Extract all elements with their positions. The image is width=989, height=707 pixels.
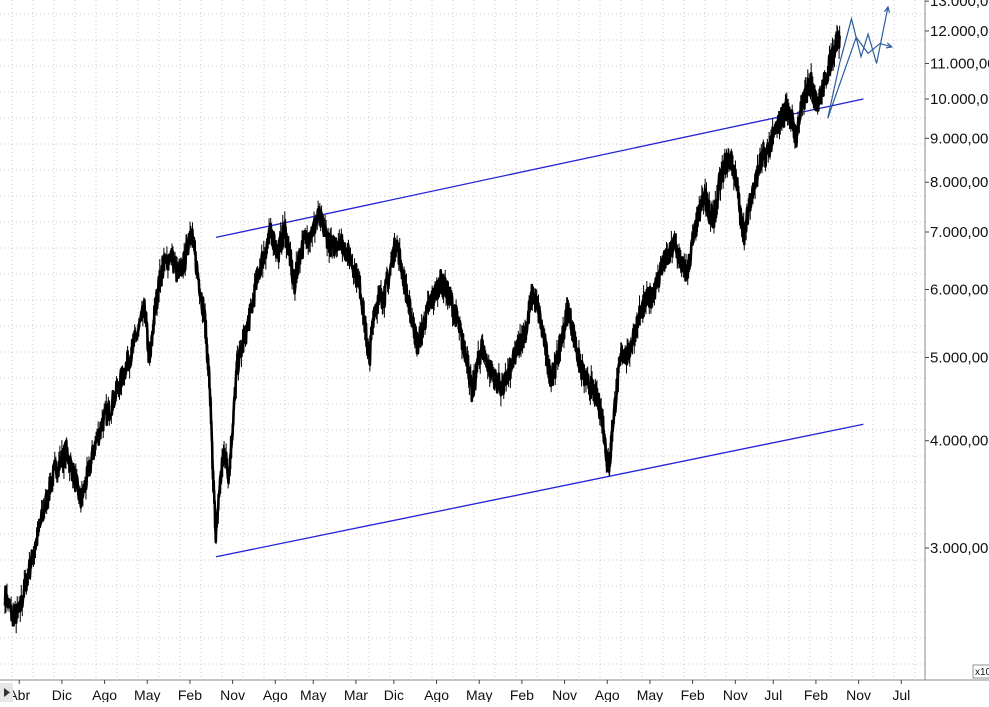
x-tick-label: Feb [681, 687, 705, 702]
x-tick-label: Ago [424, 687, 449, 702]
x-tick-label: May [637, 687, 663, 702]
forecast-projection [827, 5, 894, 119]
x-tick-label: Jul [764, 687, 782, 702]
x-tick-label: Nov [723, 687, 748, 702]
channel-line [215, 423, 864, 558]
x-tick-label: Nov [220, 687, 245, 702]
x-tick-label: Mar [344, 687, 368, 702]
channel-line [215, 98, 864, 239]
forecast-line [827, 6, 889, 119]
y-tick-label: 8.000,00 [930, 174, 988, 191]
x-tick-label: Ago [92, 687, 117, 702]
x-tick-label: Ago [263, 687, 288, 702]
channel-lines [215, 98, 864, 558]
price-line [3, 30, 841, 627]
y-tick-label: 9.000,00 [930, 130, 988, 147]
y-tick-label: 7.000,00 [930, 224, 988, 241]
scale-badge-box: x10 [972, 664, 989, 679]
x-tick-label: Feb [510, 687, 534, 702]
y-axis: 3.000,00 4.000,00 5.000,00 6.000,00 7.000,00… [925, 0, 989, 557]
y-tick-label: 6.000,00 [930, 282, 988, 299]
x-tick-label: Feb [804, 687, 828, 702]
y-tick-label: 11.000,00 [930, 55, 989, 72]
x-tick-label: Abr [8, 687, 30, 702]
forecast-arrowhead [883, 5, 891, 13]
y-tick-label: 10.000,00 [930, 91, 989, 108]
x-tick-label: May [466, 687, 492, 702]
x-tick-label: May [300, 687, 326, 702]
x-tick-label: Nov [846, 687, 871, 702]
x-axis: Abr Dic Ago May Feb Nov Ago May Mar Dic Ago May Feb N… [8, 680, 910, 703]
grid-layer [0, 0, 989, 681]
y-tick-label: 5.000,00 [930, 349, 988, 366]
x-tick-label: Jul [892, 687, 910, 702]
y-tick-label: 3.000,00 [930, 540, 988, 557]
y-tick-label: 13.000,00 [930, 0, 989, 10]
x-tick-label: Nov [552, 687, 577, 702]
y-tick-label: 4.000,00 [930, 433, 988, 450]
x-tick-label: May [134, 687, 160, 702]
x-tick-label: Dic [52, 687, 72, 702]
price-series [3, 24, 841, 634]
forecast-arrowhead [885, 42, 894, 49]
y-tick-label: 12.000,00 [930, 23, 989, 40]
forecast-line [827, 36, 892, 119]
x-tick-label: Dic [384, 687, 404, 702]
x-tick-label: Feb [178, 687, 202, 702]
scale-badge: x10 [975, 667, 989, 678]
scroll-left-icon[interactable] [0, 683, 13, 702]
x-tick-label: Ago [595, 687, 620, 702]
